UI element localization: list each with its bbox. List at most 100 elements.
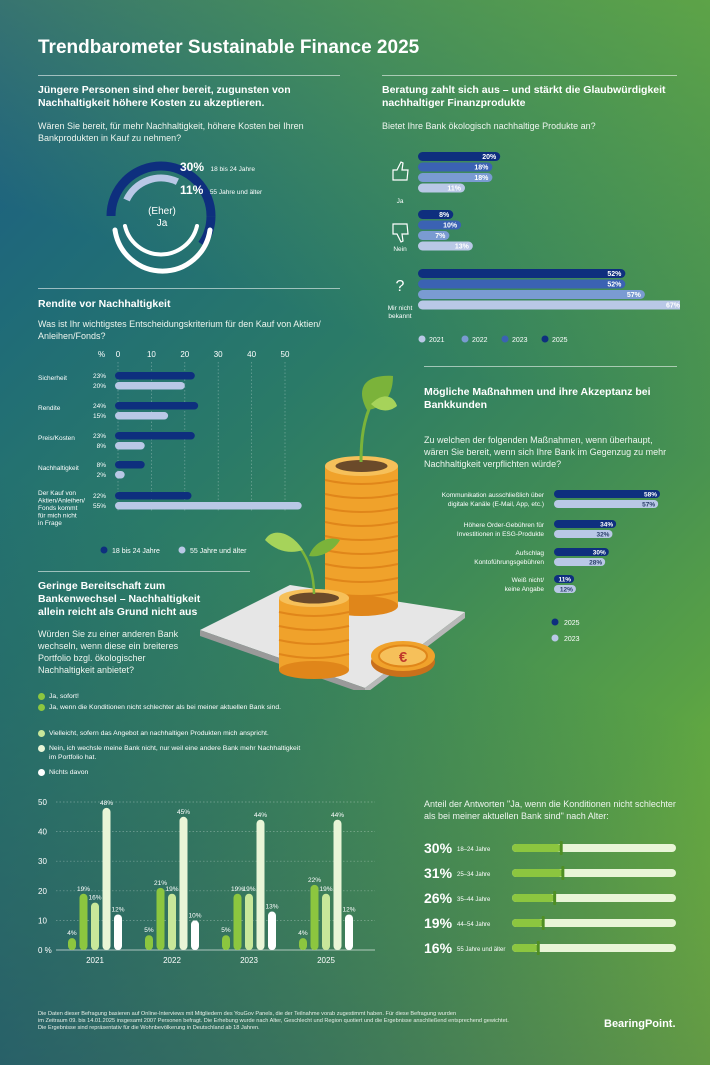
s5-legend-label: Nichts davon [49,769,89,776]
y-tick-label: 30 [38,857,47,866]
data-label: 20% [93,383,106,390]
category-label: 18–24 Jahre [457,847,491,853]
data-label: 16% [424,940,453,956]
data-label: 28% [589,559,602,566]
data-label: 18% [474,175,489,182]
data-label: 20% [482,154,497,161]
x-tick-label: 2025 [317,956,335,965]
legend-label: 55 Jahre und älter [190,548,247,555]
bar [554,490,660,498]
bar [418,231,450,240]
bar [115,492,192,500]
bar [222,935,230,950]
data-label: 2% [97,472,107,479]
legend-label: 2025 [552,337,568,344]
data-label: 57% [627,292,642,299]
s1-value: 11% [180,183,204,197]
bar [299,938,307,950]
bar [115,382,185,390]
brand-logo: BearingPoint. [604,1018,676,1030]
group-label: Mir nicht [388,305,413,312]
legend-dot [38,745,45,752]
data-label: 48% [100,800,113,807]
x-tick-label: 2022 [163,956,181,965]
bank-offers-chart: Ja 20% 18% 18% 11% Nein 8% 10% 7% 13%? Mir nichtbe… [388,152,680,344]
criteria-chart: % 0 10 20 30 40 50 Sicherheit 23% 20% Rendite 24% 15… [38,350,302,555]
category-label: 55 Jahre und älter [457,947,505,953]
group-label: bekannt [388,313,411,320]
group-label: Nein [393,246,407,253]
s5-legend-item: Vielleicht, sofern das Angebot an nachha… [38,729,309,738]
bar [322,893,330,950]
legend-dot [38,769,45,776]
bar [102,807,111,950]
data-label: 4% [298,930,308,937]
category-label: Preis/Kosten [38,435,75,442]
bar [418,220,462,230]
bar [115,502,302,510]
legend-dot [38,693,45,700]
category-label: 35–44 Jahre [457,897,491,903]
category-label: Aktien/Anleihen/ [38,498,85,505]
s5-legend-label: Vielleicht, sofern das Angebot an nachha… [49,730,269,737]
s3-heading: Rendite vor Nachhaltigkeit [38,298,171,310]
bar [554,585,576,593]
page-title: Trendbarometer Sustainable Finance 2025 [38,37,420,58]
x-tick-label: 2023 [240,956,258,965]
bar [245,893,253,950]
data-label: 44% [254,812,267,819]
category-label: keine Angabe [505,586,545,593]
category-label: digitale Kanäle (E-Mail, App, etc.) [448,501,544,508]
data-label: 57% [642,501,655,508]
bar [115,461,145,469]
y-tick-label: 10 [38,916,47,925]
legend-label: 2021 [429,337,445,344]
data-label: 18% [474,165,489,172]
bar [233,893,242,950]
s5-heading: Geringe Bereitschaft zum Bankenwechsel –… [38,580,201,618]
bar [179,816,188,950]
bar-track [512,944,676,952]
s6-heading: Anteil der Antworten "Ja, wenn die Kondi… [424,799,676,821]
category-label: Kontoführungsgebühren [474,559,544,566]
s3-question: Was ist Ihr wichtigstes Entscheidungskri… [38,319,321,341]
data-label: 10% [443,223,458,230]
s1-arc-white-outer [112,227,213,274]
data-label: 26% [424,890,453,906]
data-label: 32% [596,531,609,538]
legend-label: 2025 [564,620,580,627]
y-tick-label: 0 % [38,946,52,955]
data-label: 12% [111,906,124,913]
bar [418,210,454,219]
s1-question: Wären Sie bereit, für mehr Nachhaltigkei… [38,121,304,143]
data-label: 8% [97,443,107,450]
y-tick-label: 50 [38,798,47,807]
bar-marker [541,916,545,930]
bar [554,548,609,556]
bar [418,183,466,193]
s1-legend-item: 30% 18 bis 24 Jahre [180,158,262,176]
bar-marker [553,891,557,905]
footer-notes: Die Daten dieser Befragung basieren auf … [38,1011,598,1032]
bar [418,269,626,278]
legend-dot [461,335,469,343]
category-label: Weiß nicht/ [512,577,545,584]
data-label: 5% [221,927,231,934]
x-tick-label: 2021 [86,956,104,965]
bar [268,911,276,950]
bar [512,869,563,877]
bar [345,914,353,950]
s1-legend-item: 11% 55 Jahre und älter [180,181,262,199]
bar [554,530,613,538]
data-label: 12% [342,906,355,913]
category-label: Rendite [38,405,61,412]
legend-dot [38,704,45,711]
legend-dot [100,546,108,554]
category-label: Investitionen in ESG-Produkte [457,531,544,538]
age-chart: 30% 18–24 Jahre 31% 25–34 Jahre 26% 35–44 Jah… [424,840,676,956]
data-label: 22% [93,493,106,500]
bar [115,442,145,450]
legend-dot [541,335,549,343]
data-label: 11% [558,576,571,583]
